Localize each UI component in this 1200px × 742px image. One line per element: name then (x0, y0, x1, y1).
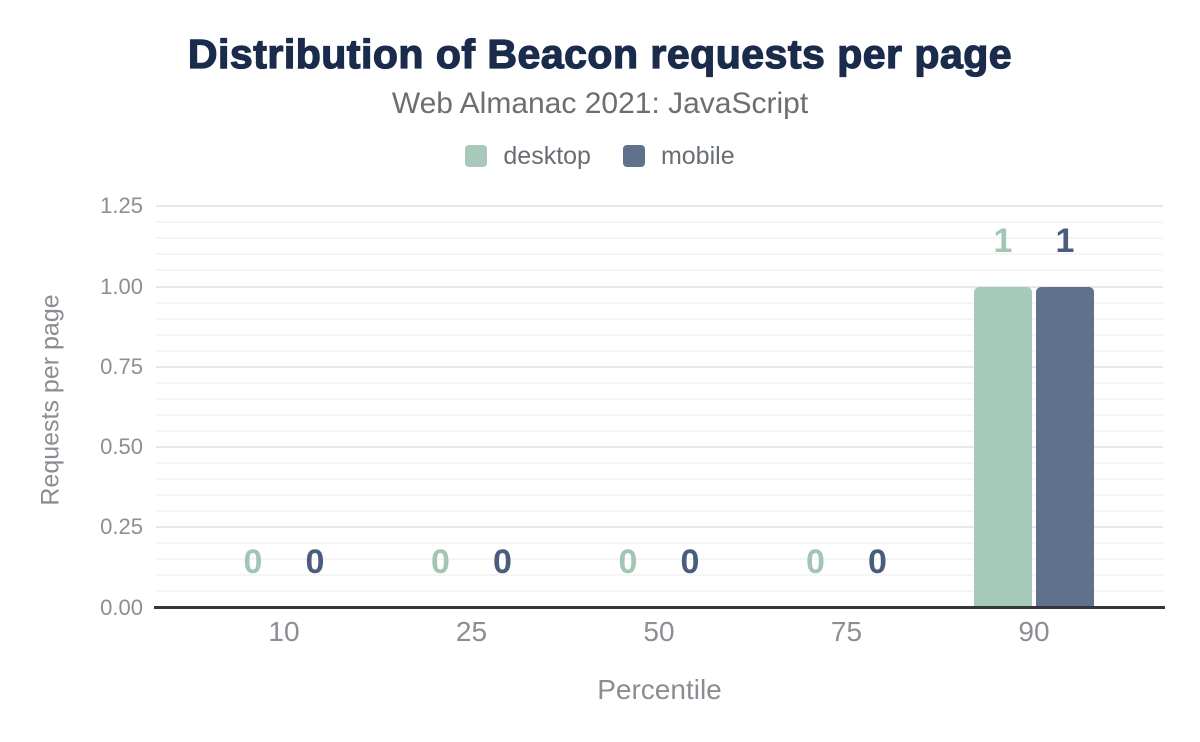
gridline-minor (156, 349, 1163, 352)
gridline-minor (156, 462, 1163, 465)
bar-value-label-mobile: 0 (680, 542, 700, 581)
gridline-minor (156, 413, 1163, 416)
bar-desktop (974, 286, 1032, 608)
x-tick-label: 50 (643, 616, 675, 647)
y-axis-title: Requests per page (36, 294, 65, 506)
bar-value-label-desktop: 0 (618, 542, 638, 581)
y-tick-label: 0.75 (100, 353, 143, 379)
gridline-minor (156, 333, 1163, 336)
gridline-minor (156, 429, 1163, 432)
y-tick-label: 1.00 (100, 273, 143, 299)
gridline-major (156, 365, 1163, 368)
gridline-minor (156, 301, 1163, 304)
legend-label-mobile: mobile (660, 142, 735, 170)
gridline-minor (156, 381, 1163, 384)
bar-value-label-mobile: 0 (493, 542, 512, 581)
gridline-minor (156, 317, 1163, 320)
y-tick-label: 0.25 (100, 514, 143, 540)
gridline-minor (156, 590, 1163, 593)
gridline-minor (156, 253, 1163, 256)
bar-value-label-mobile: 0 (305, 542, 325, 581)
gridline-major (156, 205, 1163, 208)
gridline-minor (156, 237, 1163, 240)
bar-value-label-desktop: 0 (431, 542, 450, 581)
chart-subtitle: Web Almanac 2021: JavaScript (391, 87, 809, 120)
bar-value-label-mobile: 1 (1055, 221, 1075, 260)
legend-label-desktop: desktop (503, 142, 591, 170)
gridline-minor (156, 494, 1163, 497)
legend: desktop mobile (0, 143, 1200, 169)
mobile-swatch-icon (622, 145, 645, 167)
legend-item-mobile: mobile (622, 142, 735, 170)
x-tick-label: 90 (1018, 616, 1050, 647)
bar-value-label-desktop: 0 (806, 542, 825, 581)
x-tick-label: 10 (268, 616, 300, 647)
legend-item-desktop: desktop (465, 143, 591, 169)
x-axis-title: Percentile (597, 674, 722, 705)
gridline-minor (156, 397, 1163, 400)
gridline-major (156, 526, 1163, 529)
bar-mobile (1036, 286, 1094, 608)
gridline-minor (156, 478, 1163, 481)
bar-value-label-desktop: 1 (993, 221, 1013, 260)
gridline-minor (156, 269, 1163, 272)
gridline-minor (156, 221, 1163, 224)
x-tick-label: 75 (830, 616, 863, 647)
chart-title: Distribution of Beacon requests per page (187, 30, 1013, 77)
desktop-swatch-icon (465, 145, 488, 167)
gridline-minor (156, 542, 1163, 545)
y-tick-label: 0.50 (100, 434, 143, 459)
gridline-minor (156, 510, 1163, 513)
bar-value-label-mobile: 0 (868, 542, 887, 581)
x-axis-line (154, 606, 1165, 609)
gridline-minor (156, 558, 1163, 561)
x-tick-label: 25 (455, 616, 488, 647)
gridline-major (156, 446, 1163, 448)
y-tick-label: 1.25 (100, 193, 143, 219)
bar-value-label-desktop: 0 (243, 542, 263, 581)
y-tick-label: 0.00 (100, 594, 143, 620)
gridline-major (156, 285, 1163, 288)
gridline-minor (156, 574, 1163, 577)
